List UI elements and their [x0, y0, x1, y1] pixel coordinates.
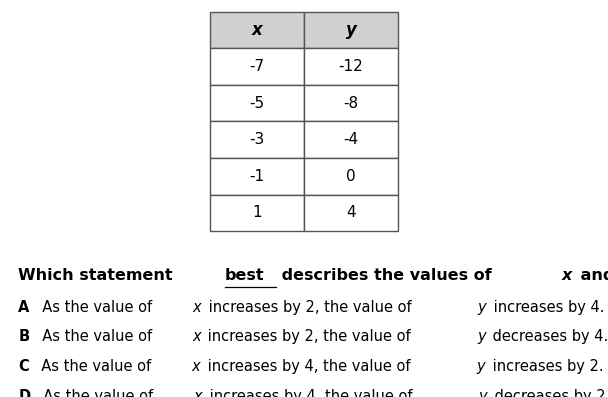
Text: x: x: [192, 330, 201, 345]
Text: -4: -4: [344, 132, 359, 147]
Text: -8: -8: [344, 96, 359, 111]
Text: increases by 4.: increases by 4.: [489, 300, 604, 315]
Text: As the value of: As the value of: [33, 300, 157, 315]
Text: decreases by 2.: decreases by 2.: [489, 389, 608, 397]
Text: x: x: [193, 300, 201, 315]
Text: 0: 0: [347, 169, 356, 184]
Text: best: best: [225, 268, 264, 283]
Text: B: B: [18, 330, 29, 345]
Bar: [304, 85, 398, 121]
Bar: [304, 158, 398, 195]
Text: x: x: [562, 268, 572, 283]
Text: 1: 1: [252, 205, 261, 220]
Text: y: y: [478, 389, 487, 397]
Text: x: x: [193, 389, 202, 397]
Text: A: A: [18, 300, 30, 315]
Text: 4: 4: [347, 205, 356, 220]
Text: -5: -5: [249, 96, 264, 111]
Text: and: and: [575, 268, 608, 283]
Bar: [304, 121, 398, 158]
Text: increases by 4, the value of: increases by 4, the value of: [205, 389, 417, 397]
Bar: [210, 195, 304, 231]
Text: -7: -7: [249, 59, 264, 74]
Text: x: x: [252, 21, 262, 39]
Text: Which statement: Which statement: [18, 268, 179, 283]
Bar: [304, 48, 398, 85]
Text: describes the values of: describes the values of: [276, 268, 497, 283]
Text: y: y: [346, 21, 356, 39]
Text: y: y: [477, 330, 486, 345]
Text: increases by 2, the value of: increases by 2, the value of: [204, 330, 416, 345]
Text: As the value of: As the value of: [34, 389, 157, 397]
Text: increases by 4, the value of: increases by 4, the value of: [203, 359, 415, 374]
Bar: [210, 85, 304, 121]
Text: As the value of: As the value of: [32, 359, 156, 374]
Text: y: y: [478, 300, 486, 315]
Text: y: y: [477, 359, 485, 374]
Bar: [304, 12, 398, 48]
Text: -12: -12: [339, 59, 364, 74]
Bar: [210, 121, 304, 158]
Bar: [210, 48, 304, 85]
Text: -3: -3: [249, 132, 264, 147]
Text: -1: -1: [249, 169, 264, 184]
Text: x: x: [192, 359, 201, 374]
Text: decreases by 4.: decreases by 4.: [488, 330, 608, 345]
Bar: [210, 158, 304, 195]
Bar: [210, 12, 304, 48]
Text: increases by 2.: increases by 2.: [488, 359, 603, 374]
Text: D: D: [18, 389, 30, 397]
Bar: [304, 195, 398, 231]
Text: increases by 2, the value of: increases by 2, the value of: [204, 300, 416, 315]
Text: As the value of: As the value of: [33, 330, 156, 345]
Text: C: C: [18, 359, 29, 374]
